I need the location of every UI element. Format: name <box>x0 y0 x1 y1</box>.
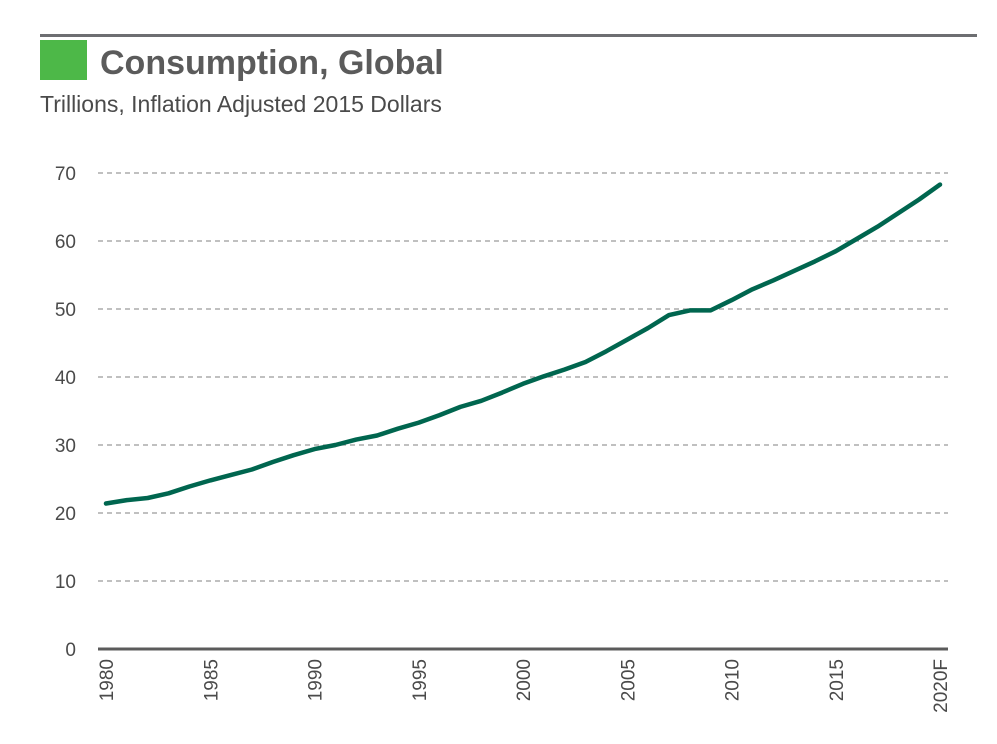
data-point-1997 <box>458 405 462 409</box>
data-point-1981 <box>125 498 129 502</box>
y-tick-labels: 0 10 20 30 40 50 60 70 <box>55 164 76 661</box>
data-point-2015 <box>834 249 838 253</box>
x-tick-label-2000: 2000 <box>514 659 535 701</box>
x-tick-label-1995: 1995 <box>410 659 431 701</box>
y-tick-label-30: 30 <box>55 436 76 457</box>
data-point-1994 <box>396 427 400 431</box>
data-point-2007 <box>667 313 671 317</box>
y-tick-label-0: 0 <box>65 640 76 661</box>
data-point-2011 <box>750 287 754 291</box>
data-point-2018 <box>896 211 900 215</box>
data-point-1999 <box>500 391 504 395</box>
y-tick-label-50: 50 <box>55 300 76 321</box>
data-point-1996 <box>438 413 442 417</box>
data-point-2008 <box>688 308 692 312</box>
data-point-1989 <box>292 453 296 457</box>
data-point-1987 <box>250 467 254 471</box>
title-accent-square <box>40 40 87 80</box>
data-point-2013 <box>792 269 796 273</box>
data-point-2009 <box>709 308 713 312</box>
y-tick-label-40: 40 <box>55 368 76 389</box>
data-point-2019 <box>917 198 921 202</box>
y-tick-label-70: 70 <box>55 164 76 185</box>
x-tick-labels: 1980 1985 1990 1995 2000 2005 2010 2015 2020F <box>97 659 952 713</box>
y-tick-label-60: 60 <box>55 232 76 253</box>
data-point-1984 <box>187 484 191 488</box>
gridlines <box>98 172 948 582</box>
x-tick-label-1990: 1990 <box>306 659 327 701</box>
data-point-1991 <box>333 443 337 447</box>
x-tick-label-1980: 1980 <box>97 659 118 701</box>
chart-subtitle: Trillions, Inflation Adjusted 2015 Dolla… <box>40 91 442 117</box>
data-point-1982 <box>146 496 150 500</box>
y-tick-label-10: 10 <box>55 572 76 593</box>
x-tick-label-2015: 2015 <box>827 659 848 701</box>
series-layer <box>103 182 943 506</box>
x-tick-label-1985: 1985 <box>201 659 222 701</box>
data-point-1986 <box>229 473 233 477</box>
y-tick-label-20: 20 <box>55 504 76 525</box>
x-tick-label-2010: 2010 <box>723 659 744 701</box>
series-line-0 <box>103 182 943 506</box>
data-point-2003 <box>584 360 588 364</box>
data-point-2005 <box>625 338 629 342</box>
data-point-2014 <box>813 259 817 263</box>
data-point-2017 <box>875 225 879 229</box>
data-point-2020 <box>938 183 942 187</box>
top-rule <box>40 34 977 37</box>
data-point-2012 <box>771 278 775 282</box>
data-point-1992 <box>354 438 358 442</box>
data-point-1990 <box>313 447 317 451</box>
data-point-2001 <box>542 374 546 378</box>
data-point-1988 <box>271 460 275 464</box>
data-point-2006 <box>646 326 650 330</box>
x-tick-label-2005: 2005 <box>618 659 639 701</box>
data-point-1980 <box>104 501 108 505</box>
data-point-1993 <box>375 433 379 437</box>
data-point-1995 <box>417 421 421 425</box>
data-point-1998 <box>479 399 483 403</box>
data-point-2002 <box>563 368 567 372</box>
data-point-2016 <box>855 237 859 241</box>
data-point-1985 <box>208 478 212 482</box>
data-point-1983 <box>167 491 171 495</box>
data-point-2010 <box>730 298 734 302</box>
x-tick-label-2020F: 2020F <box>931 659 952 713</box>
data-point-2000 <box>521 382 525 386</box>
chart-title: Consumption, Global <box>100 44 444 82</box>
data-point-2004 <box>604 349 608 353</box>
